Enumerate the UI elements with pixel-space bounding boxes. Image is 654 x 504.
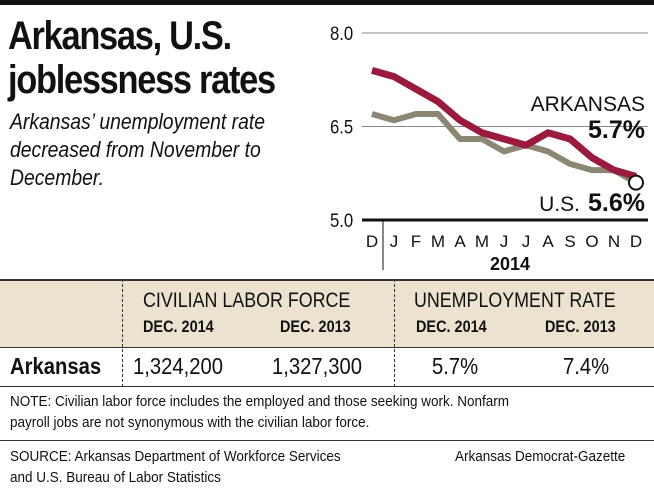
x-axis-label: 2014 [490,254,530,274]
cell: 1,324,200 [133,353,224,379]
line-chart: 8.06.55.0D J F M A M J J A S O N D2014ARKANSAS5.7%5.… [330,23,648,274]
x-tick-label: N [608,232,620,251]
top-rule [0,0,654,5]
legend-arkansas-value: 5.7% [588,116,645,144]
subheader: DEC. 2014 [143,317,214,336]
x-tick-label: D [630,232,642,251]
note-line: NOTE: Civilian labor force includes the … [10,393,509,410]
column-divider [122,279,123,387]
series-line-us [371,111,638,186]
end-point-marker [628,174,644,191]
table-header [0,279,654,348]
table-row [0,346,654,387]
x-tick-label: S [564,232,575,251]
x-tick-label: M [431,232,445,251]
source-line: SOURCE: Arkansas Department of Workforce… [10,448,341,465]
divider [0,440,654,441]
x-tick-label: J [390,232,399,251]
source-line: and U.S. Bureau of Labor Statistics [10,469,221,486]
title-line-2: joblessness rates [8,58,276,102]
cell: 5.7% [432,353,479,379]
subheader: DEC. 2013 [545,317,616,336]
group-header-labor-force: CIVILIAN LABOR FORCE [143,289,351,312]
title-line-1: Arkansas, U.S. [8,14,232,58]
x-tick-label: J [500,232,509,251]
y-tick-label: 6.5 [330,117,353,138]
subheader: DEC. 2014 [416,317,487,336]
subtitle: Arkansas’ unemployment rate decreased fr… [10,109,266,190]
page-title: Arkansas, U.S. joblessness rates [8,14,276,102]
x-tick-label: O [585,232,598,251]
legend-us: U.S. [539,193,580,216]
credit: Arkansas Democrat-Gazette [455,448,626,465]
x-tick-label: A [542,232,554,251]
x-tick-label: J [522,232,531,251]
note-line: payroll jobs are not synonymous with the… [10,414,370,431]
cell: 7.4% [563,353,610,379]
x-tick-label: A [454,232,466,251]
group-header-unemployment: UNEMPLOYMENT RATE [414,289,616,312]
cell: 1,327,300 [272,353,363,379]
x-tick-label: M [475,232,489,251]
y-tick-label: 8.0 [330,23,353,44]
column-divider [394,279,395,387]
subheader: DEC. 2013 [280,317,351,336]
x-tick-label: F [411,232,421,251]
row-label: Arkansas [10,353,102,379]
legend-arkansas: ARKANSAS [531,93,645,116]
x-tick-label: D [366,232,378,251]
y-tick-label: 5.0 [330,210,353,231]
legend-us-value: 5.6% [588,189,645,217]
series-line-arkansas [371,67,637,180]
